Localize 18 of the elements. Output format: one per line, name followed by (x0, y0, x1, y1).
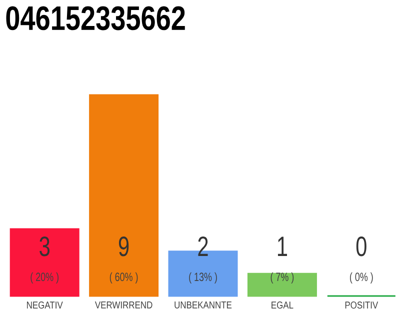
x-tick-label: EGAL (272, 302, 294, 309)
annotation: ( 13% ) (189, 272, 217, 284)
x-tick-label: UNBEKANNTE (174, 302, 232, 308)
bar (247, 272, 317, 297)
bar (89, 94, 159, 297)
annotation: ( 20% ) (30, 272, 58, 284)
data-label: 0 (356, 236, 366, 256)
data-label: 9 (118, 236, 129, 256)
x-tick-label: POSITIV (345, 302, 378, 309)
data-label: 3 (40, 236, 50, 256)
chart-title: 046152335662 (6, 6, 185, 30)
annotation: ( 60% ) (110, 272, 138, 284)
annotation: ( 0% ) (350, 272, 373, 284)
x-tick-label: VERWIRREND (94, 302, 152, 308)
data-label: 1 (278, 236, 287, 256)
annotation: ( 7% ) (270, 272, 294, 284)
bar (10, 228, 80, 297)
x-tick-label: NEGATIV (27, 302, 63, 309)
